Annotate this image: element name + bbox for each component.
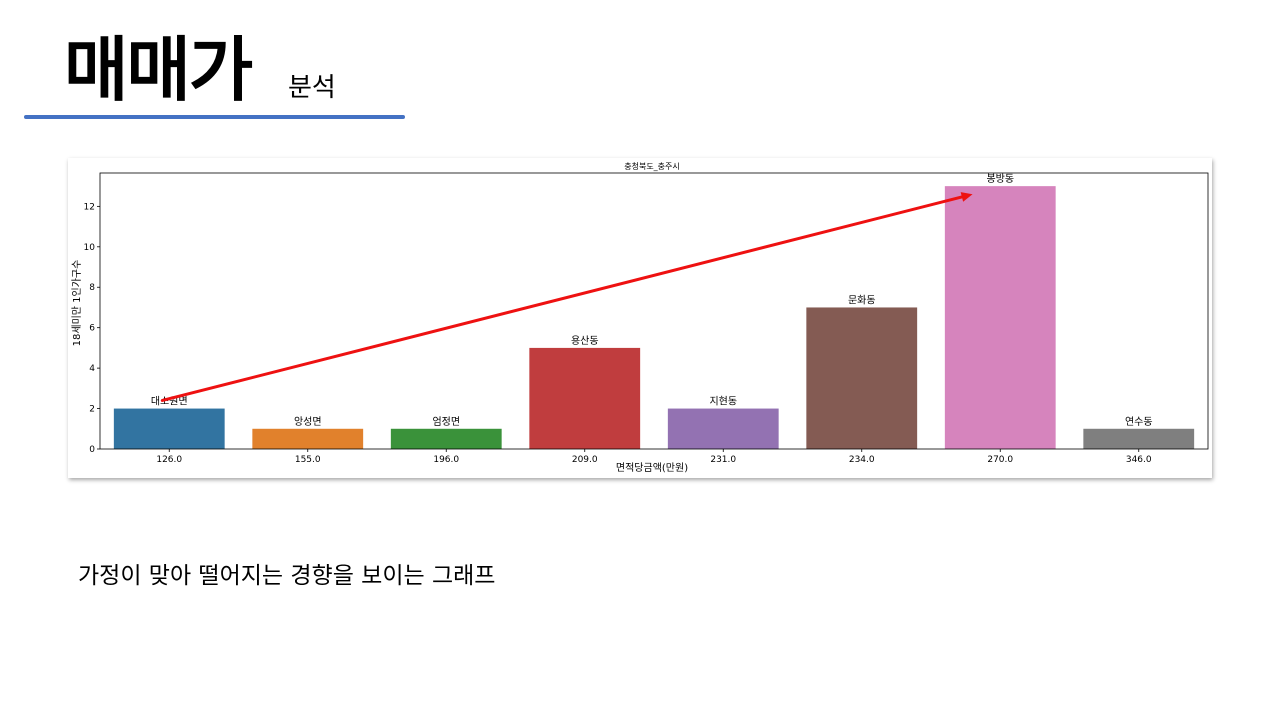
bar-196.0 xyxy=(390,428,502,449)
x-tick-label-234.0: 234.0 xyxy=(849,455,875,465)
plot-area-frame xyxy=(99,172,1209,450)
y-tick-label-2: 2 xyxy=(89,405,95,415)
slide-title: 매매가 xyxy=(64,29,253,111)
bar-209.0 xyxy=(529,347,641,449)
bar-155.0 xyxy=(252,428,364,449)
y-axis-label: 18세미만 1인가구수 xyxy=(71,260,83,347)
bar-label-196.0: 엄정면 xyxy=(432,416,460,428)
bar-label-270.0: 봉방동 xyxy=(986,173,1014,185)
chart-image: 충청북도_충주시 126.0 155.0 196.0 209.0 231.0 234.0 2… xyxy=(68,158,1212,478)
bar-label-155.0: 앙성면 xyxy=(294,416,322,428)
trend-arrow-head xyxy=(960,192,973,202)
x-tick-label-231.0: 231.0 xyxy=(710,455,736,465)
trend-arrow xyxy=(160,195,964,402)
y-tick-label-0: 0 xyxy=(89,445,95,455)
x-tick-label-346.0: 346.0 xyxy=(1126,455,1152,465)
x-tick-label-126.0: 126.0 xyxy=(156,455,182,465)
y-tick-label-4: 4 xyxy=(89,364,95,374)
x-tick-label-270.0: 270.0 xyxy=(987,455,1013,465)
bar-label-231.0: 지현동 xyxy=(709,396,737,408)
title-underline xyxy=(24,115,405,119)
bar-label-234.0: 문화동 xyxy=(848,294,876,306)
y-tick-label-8: 8 xyxy=(89,283,95,293)
chart-title: 충청북도_충주시 xyxy=(624,162,680,171)
y-tick-label-10: 10 xyxy=(84,243,96,253)
bar-label-346.0: 연수동 xyxy=(1125,416,1153,428)
slide-caption: 가정이 맞아 떨어지는 경향을 보이는 그래프 xyxy=(78,563,496,589)
bar-346.0 xyxy=(1083,428,1195,449)
bar-label-209.0: 용산동 xyxy=(571,335,599,347)
y-tick-label-6: 6 xyxy=(89,324,95,334)
bar-270.0 xyxy=(944,186,1056,449)
x-tick-label-196.0: 196.0 xyxy=(433,455,459,465)
slide-subtitle: 분석 xyxy=(288,73,336,103)
bar-label-126.0: 대소원면 xyxy=(151,396,188,408)
y-tick-label-12: 12 xyxy=(84,202,95,212)
x-tick-label-209.0: 209.0 xyxy=(572,455,598,465)
x-axis-label: 면적당금액(만원) xyxy=(616,462,688,474)
bar-126.0 xyxy=(113,408,225,449)
bar-chart: 충청북도_충주시 126.0 155.0 196.0 209.0 231.0 234.0 2… xyxy=(71,162,1209,474)
x-tick-label-155.0: 155.0 xyxy=(295,455,321,465)
bar-234.0 xyxy=(806,307,918,449)
bar-231.0 xyxy=(667,408,779,449)
